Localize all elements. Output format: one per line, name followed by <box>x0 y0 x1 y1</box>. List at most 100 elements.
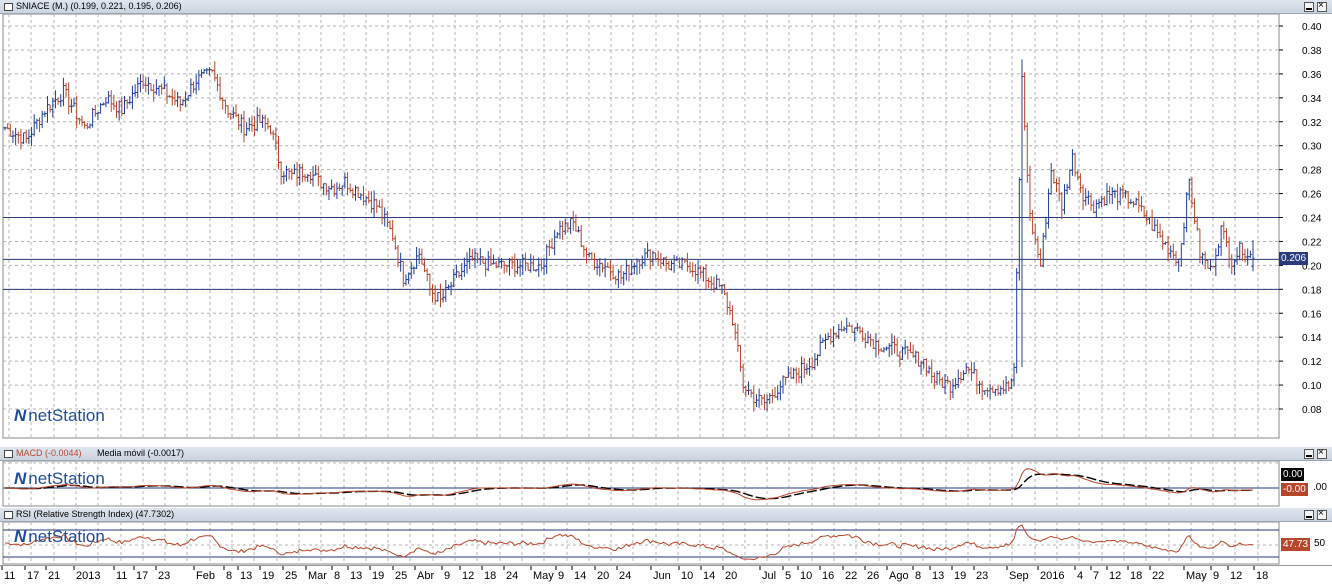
macd-ma-label: Media móvil (-0.0017) <box>97 448 185 458</box>
x-tick-label: Ago <box>889 570 909 582</box>
x-tick-label: 8 <box>334 570 340 582</box>
x-tick-label: 20 <box>597 570 609 582</box>
x-tick-label: 10 <box>681 570 693 582</box>
close-icon[interactable] <box>1317 447 1327 459</box>
current-price-badge: 0.206 <box>1279 252 1309 265</box>
y-tick-label: 0.32 <box>1302 118 1322 129</box>
x-tick-label: 13 <box>240 570 252 582</box>
macd-chart <box>2 461 1280 507</box>
rsi-axis-label: 50 <box>1314 538 1326 549</box>
x-tick-label: 24 <box>506 570 518 582</box>
macd-line <box>5 468 1253 501</box>
x-tick-label: 19 <box>954 570 966 582</box>
x-tick-label: May <box>1186 570 1207 582</box>
x-axis-labels: 11 17 21 2013 11 17 23 Feb 8 13 19 25 Mar 8 13 19 25 Abr 9… <box>1 566 1268 582</box>
x-tick-label: Jun <box>653 570 671 582</box>
macd-panel-title: MACD (-0.0044) <box>16 448 82 458</box>
plot-area <box>2 14 1280 439</box>
x-tick-label: 14 <box>703 570 715 582</box>
minimize-icon[interactable] <box>1304 510 1314 520</box>
close-icon[interactable] <box>1317 508 1327 520</box>
macd-axis-label: .00 <box>1313 482 1327 493</box>
x-tick-label: May <box>533 570 554 582</box>
x-tick-label: 12 <box>1230 570 1242 582</box>
x-tick-label: Jul <box>762 570 776 582</box>
x-tick-label: 23 <box>976 570 988 582</box>
x-tick-label: 26 <box>867 570 879 582</box>
rsi-line <box>4 524 1254 561</box>
x-tick-label: 19 <box>372 570 384 582</box>
panel-icon <box>4 3 13 11</box>
y-tick-label: 0.30 <box>1302 142 1322 153</box>
y-tick-label: 0.34 <box>1302 94 1322 105</box>
rsi-chart <box>2 522 1280 565</box>
x-tick-label: 13 <box>350 570 362 582</box>
x-tick-label: 21 <box>48 570 60 582</box>
y-tick-label: 0.40 <box>1302 22 1322 33</box>
y-tick-label: 0.10 <box>1302 381 1322 392</box>
price-chart: 0.40 0.38 0.36 0.34 0.32 0.30 0.28 0.26 0.24 0.22… <box>2 14 1322 439</box>
x-tick-label: 4 <box>1077 570 1083 582</box>
x-tick-label: 12 <box>462 570 474 582</box>
x-tick-label: 10 <box>800 570 812 582</box>
x-tick-label: 17 <box>27 570 39 582</box>
x-tick-label: 25 <box>285 570 297 582</box>
x-tick-label: Abr <box>417 570 434 582</box>
x-tick-label: 7 <box>1093 570 1099 582</box>
x-tick-label: 25 <box>395 570 407 582</box>
y-tick-label: 0.08 <box>1302 405 1322 416</box>
x-tick-label: Sep <box>1009 570 1029 582</box>
logo-text: netStation <box>28 406 105 425</box>
macd-value-badge: -0.00 <box>1281 483 1308 496</box>
ohlc-bar <box>1248 250 1252 258</box>
x-tick-label: 17 <box>136 570 148 582</box>
x-tick-label: Mar <box>308 570 327 582</box>
price-panel-title: SNIACE (M.) (0.199, 0.221, 0.195, 0.206) <box>16 1 182 11</box>
x-tick-label: 22 <box>1152 570 1164 582</box>
x-tick-label: 16 <box>822 570 834 582</box>
minimize-icon[interactable] <box>1304 2 1314 12</box>
price-panel: SNIACE (M.) (0.199, 0.221, 0.195, 0.206)… <box>0 0 1332 446</box>
plot-area <box>2 461 1280 507</box>
rsi-panel-title: RSI (Relative Strength Index) (47.7302) <box>16 509 175 519</box>
x-tick-label: Feb <box>196 570 215 582</box>
x-tick-label: 18 <box>484 570 496 582</box>
panel-icon <box>4 450 13 458</box>
rsi-panel-titlebar[interactable]: RSI (Relative Strength Index) (47.7302) <box>0 508 1332 522</box>
y-tick-label: 0.20 <box>1302 261 1322 272</box>
x-tick-label: 19 <box>262 570 274 582</box>
macd-panel-titlebar[interactable]: MACD (-0.0044) Media móvil (-0.0017) <box>0 447 1332 461</box>
x-tick-label: 11 <box>116 570 127 582</box>
minimize-icon[interactable] <box>1304 449 1314 459</box>
y-tick-label: 0.28 <box>1302 166 1322 177</box>
x-tick-label: 8 <box>226 570 232 582</box>
y-tick-label: 0.12 <box>1302 357 1322 368</box>
x-tick-label: 18 <box>1130 570 1142 582</box>
price-panel-titlebar[interactable]: SNIACE (M.) (0.199, 0.221, 0.195, 0.206) <box>0 0 1332 14</box>
y-tick-label: 0.22 <box>1302 237 1322 248</box>
x-tick-label: 14 <box>574 570 586 582</box>
macd-panel: MACD (-0.0044) Media móvil (-0.0017) Nne… <box>0 447 1332 507</box>
panel-icon <box>4 511 13 519</box>
y-tick-label: 0.26 <box>1302 190 1322 201</box>
x-tick-label: 9 <box>1213 570 1219 582</box>
x-tick-label: 20 <box>725 570 737 582</box>
x-tick-label: 5 <box>785 570 791 582</box>
x-tick-label: 9 <box>558 570 564 582</box>
y-tick-label: 0.16 <box>1302 309 1322 320</box>
x-tick-label: 22 <box>845 570 857 582</box>
x-tick-label: 18 <box>1256 570 1268 582</box>
logo-text: netStation <box>28 469 105 488</box>
x-tick-label: 8 <box>915 570 921 582</box>
x-tick-label: 9 <box>444 570 450 582</box>
logo-text: netStation <box>28 527 105 546</box>
x-tick-label: 11 <box>4 570 15 582</box>
y-tick-label: 0.36 <box>1302 70 1322 81</box>
close-icon[interactable] <box>1317 0 1327 12</box>
x-tick-label: 2016 <box>1040 570 1064 582</box>
ohlc-bar <box>1251 240 1255 272</box>
macd-ma-badge: 0.00 <box>1281 468 1305 481</box>
